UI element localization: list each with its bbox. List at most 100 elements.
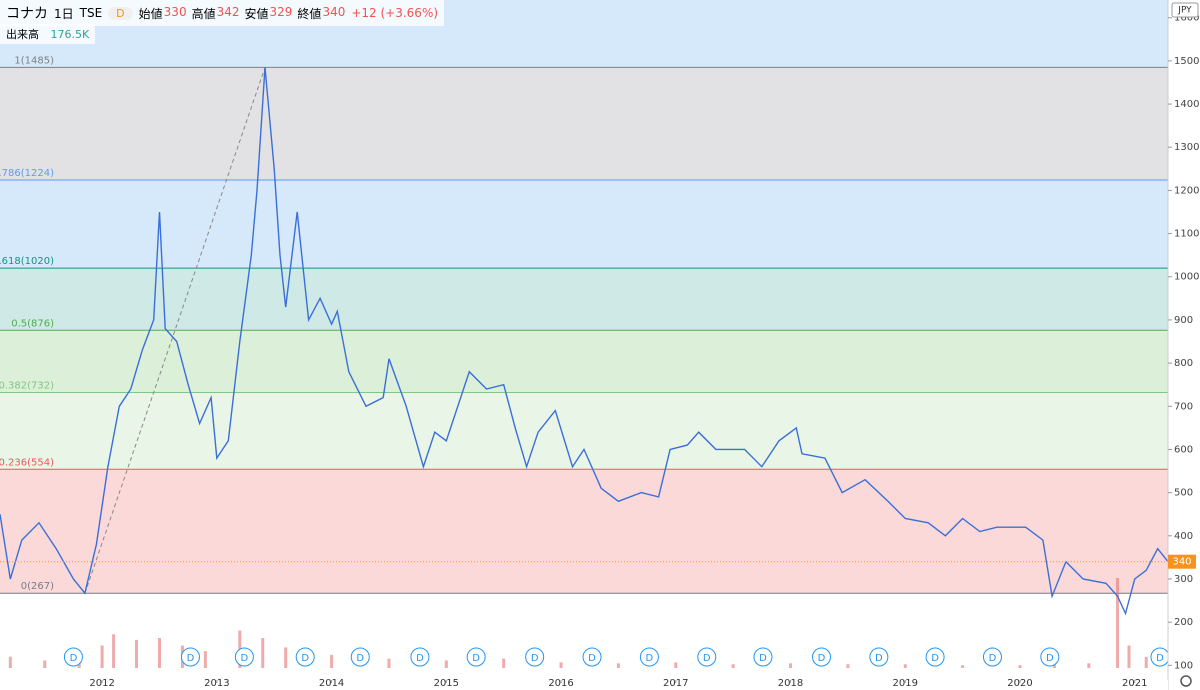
dividend-marker[interactable] <box>466 647 486 667</box>
x-tick-label: 2016 <box>548 678 573 689</box>
x-tick-label: 2014 <box>319 678 344 689</box>
fib-label: 0.382(732) <box>0 380 54 391</box>
dividend-label: D <box>818 653 826 664</box>
dividend-marker[interactable] <box>697 647 717 667</box>
dividend-marker[interactable] <box>410 647 430 667</box>
volume-bar <box>903 664 907 668</box>
ohlc-value: 340 <box>322 4 346 19</box>
y-tick-label: 1600 <box>1174 13 1199 24</box>
last-price-label: 340 <box>1172 557 1191 568</box>
dividend-label: D <box>759 653 767 664</box>
volume-bar <box>1127 645 1131 668</box>
volume-bar <box>846 664 850 668</box>
price-line <box>0 67 1169 616</box>
dividend-marker[interactable] <box>180 647 200 667</box>
fib-label: 0.5(876) <box>11 318 54 329</box>
x-tick-label: 2021 <box>1122 678 1147 689</box>
y-tick-label: 500 <box>1174 488 1193 499</box>
dividend-label: D <box>1156 653 1164 664</box>
dividend-label: D <box>356 653 364 664</box>
volume-bar <box>157 638 161 668</box>
volume-bar <box>100 645 104 668</box>
dividend-label: D <box>416 653 424 664</box>
volume-bar <box>444 660 448 668</box>
volume-legend: 出来高 176.5K <box>0 24 96 44</box>
axis-panel <box>1168 0 1200 690</box>
ohlc-value: 342 <box>216 4 240 19</box>
fib-label: 0.786(1224) <box>0 168 54 179</box>
volume-bar <box>789 663 793 668</box>
y-tick-label: 300 <box>1174 574 1193 585</box>
currency: JPY <box>1177 6 1192 16</box>
fib-band <box>0 67 1168 181</box>
settings-icon[interactable] <box>1180 675 1192 687</box>
dividend-label: D <box>989 653 997 664</box>
y-tick-label: 700 <box>1174 401 1193 412</box>
y-tick-label: 1400 <box>1174 99 1199 110</box>
ohlc-label: 始値 <box>138 6 163 21</box>
ohlc-value: 330 <box>163 4 187 19</box>
dividend-marker[interactable] <box>295 647 315 667</box>
y-tick-label: 200 <box>1174 617 1193 628</box>
dividend-label: D <box>875 653 883 664</box>
volume-bar <box>1144 656 1148 668</box>
x-tick-label: 2013 <box>204 678 229 689</box>
volume-bar <box>616 663 620 668</box>
dividend-marker[interactable] <box>812 647 832 667</box>
y-tick-label: 600 <box>1174 444 1193 455</box>
dividend-marker[interactable] <box>925 647 945 667</box>
y-tick-label: 1300 <box>1174 142 1199 153</box>
ohlc-label: 高値 <box>191 6 216 21</box>
x-tick-label: 2018 <box>778 678 803 689</box>
fib-band <box>0 180 1168 269</box>
currency-box <box>1171 2 1199 18</box>
y-tick-label: 1500 <box>1174 56 1199 67</box>
volume-bar <box>261 638 265 668</box>
volume-bar <box>112 634 116 668</box>
fib-band <box>0 469 1168 594</box>
dividend-marker[interactable] <box>982 647 1002 667</box>
volume-bar <box>43 660 47 668</box>
volume-bar <box>674 662 678 668</box>
fib-label: 1(1485) <box>14 55 54 66</box>
dividend-label: D <box>531 653 539 664</box>
exchange: TSE <box>79 6 103 20</box>
dividend-marker[interactable] <box>63 647 83 667</box>
volume-value: 176.5K <box>50 28 90 41</box>
dividend-marker[interactable] <box>753 647 773 667</box>
x-tick-label: 2017 <box>663 678 688 689</box>
fib-trend-line <box>84 67 266 594</box>
interval[interactable]: 1日 <box>54 6 74 21</box>
dividend-label: D <box>301 653 309 664</box>
volume-bar <box>502 658 506 668</box>
volume-bar <box>559 662 563 668</box>
dividend-marker[interactable] <box>869 647 889 667</box>
dividend-label: D <box>588 653 596 664</box>
fib-band <box>0 268 1168 331</box>
dividend-label: D <box>472 653 480 664</box>
symbol[interactable]: コナカ <box>6 6 48 22</box>
dividend-marker[interactable] <box>350 647 370 667</box>
fib-band <box>0 593 1168 680</box>
y-tick-label: 900 <box>1174 315 1193 326</box>
fib-label: 0(267) <box>21 581 54 592</box>
x-tick-label: 2020 <box>1007 678 1032 689</box>
y-tick-label: 1000 <box>1174 272 1199 283</box>
dividend-marker[interactable] <box>234 647 254 667</box>
header: コナカ 1日 TSE D 始値 330 高値 342 安値 329 終値 340 +12 (+… <box>0 0 445 26</box>
badge[interactable]: D <box>108 6 133 20</box>
dividend-label: D <box>646 653 654 664</box>
dividend-label: D <box>1046 653 1054 664</box>
y-tick-label: 800 <box>1174 358 1193 369</box>
dividend-marker[interactable] <box>639 647 659 667</box>
fib-label: 0.618(1020) <box>0 256 54 267</box>
dividend-marker[interactable] <box>582 647 602 667</box>
dividend-marker[interactable] <box>1040 647 1060 667</box>
dividend-marker[interactable] <box>525 647 545 667</box>
change: +12 (+3.66%) <box>351 6 439 20</box>
volume-bar <box>330 654 334 668</box>
fib-band <box>0 392 1168 470</box>
x-axis-panel <box>0 680 1168 690</box>
volume-label: 出来高 <box>6 28 39 41</box>
